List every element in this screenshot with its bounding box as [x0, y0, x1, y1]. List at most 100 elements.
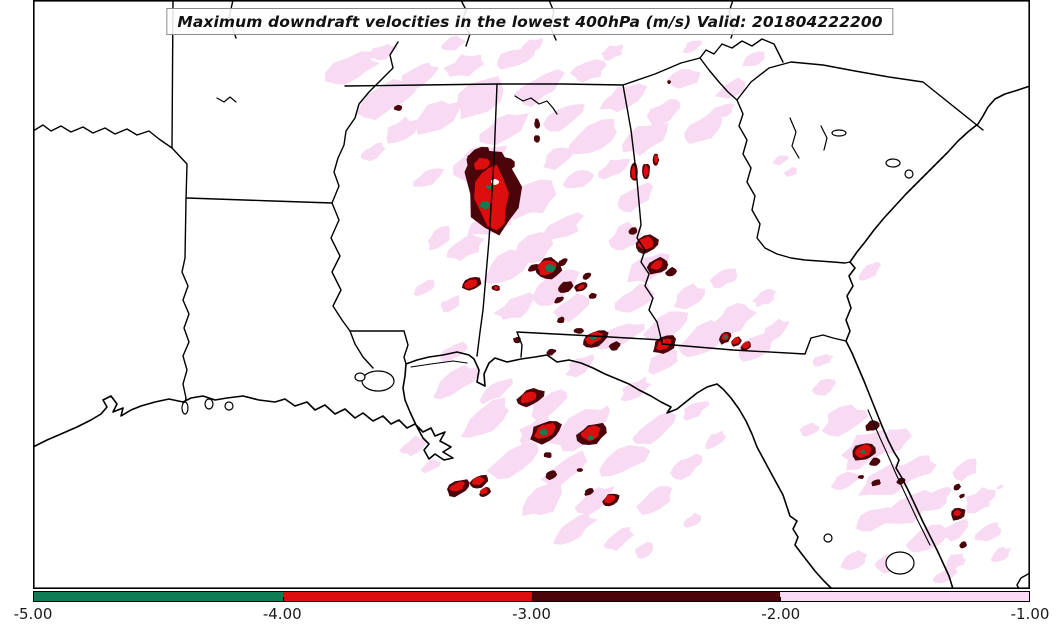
shade-minus1-to-minus2: [713, 302, 757, 335]
map-plot-area: Maximum downdraft velocities in the lowe…: [33, 0, 1030, 589]
arkansas-river-squiggle: [216, 96, 237, 103]
colorbar-tick-label: -2.00: [761, 605, 801, 623]
shade-minus1-to-minus2: [567, 118, 617, 155]
shade-minus1-to-minus2: [398, 435, 428, 457]
shade-minus2-to-minus3: [534, 135, 540, 143]
shade-minus1-to-minus2: [440, 295, 460, 313]
shade-minus1-to-minus2: [881, 489, 933, 524]
georgia-florida-border: [661, 334, 847, 355]
shade-minus1-to-minus2: [543, 104, 585, 132]
shade-minus1-to-minus2: [632, 412, 677, 445]
shade-minus3-to-minus4: [742, 341, 751, 349]
downdraft-contour-layer: [325, 35, 1012, 584]
shade-minus1-to-minus2: [548, 409, 608, 452]
shade-minus1-to-minus2: [486, 441, 539, 480]
shade-minus1-to-minus2: [553, 293, 590, 323]
shade-minus1-to-minus2: [898, 455, 937, 486]
shade-minus1-to-minus2: [670, 453, 703, 480]
shade-minus3-to-minus4: [473, 157, 490, 170]
shade-minus2-to-minus3: [584, 488, 594, 496]
shade-minus1-to-minus2: [682, 40, 702, 54]
shade-minus1-to-minus2: [709, 103, 735, 117]
shade-minus1-to-minus2: [952, 458, 977, 482]
shade-minus1-to-minus2: [446, 233, 485, 261]
shade-minus1-to-minus2: [599, 445, 651, 477]
shade-minus1-to-minus2: [799, 422, 820, 437]
shade-minus2-to-minus3: [545, 470, 558, 481]
shade-minus1-to-minus2: [533, 269, 580, 306]
shade-minus1-to-minus2: [542, 212, 584, 241]
shade-minus1-to-minus2: [386, 116, 420, 144]
colorbar-divider: [531, 597, 533, 601]
mississippi-alabama-border: [476, 83, 498, 357]
shade-minus3-to-minus4: [651, 260, 663, 270]
tennessee-border: [344, 57, 701, 87]
alabama-florida-border: [516, 331, 663, 341]
shade-minus1-to-minus2: [427, 225, 450, 251]
lower-mississippi-river: [349, 330, 374, 369]
shade-minus1-to-minus2: [397, 62, 440, 92]
shade-minus1-to-minus2: [497, 46, 536, 70]
shade-minus1-to-minus2: [521, 37, 543, 54]
shade-minus1-to-minus2: [479, 378, 514, 405]
shade-minus2-to-minus3: [665, 266, 677, 277]
map-svg: [33, 0, 1030, 589]
shade-minus1-to-minus2: [603, 526, 635, 551]
shade-minus4-to-minus5: [588, 435, 594, 440]
colorbar-tick-labels: -5.00 -4.00 -3.00 -2.00 -1.00: [14, 605, 1050, 627]
shade-minus1-to-minus2: [543, 147, 574, 171]
shade-minus1-to-minus2: [562, 170, 595, 189]
shade-minus1-to-minus2: [812, 378, 836, 396]
shade-minus1-to-minus2: [636, 486, 673, 515]
shade-minus3-to-minus4: [580, 425, 601, 442]
northcarolina-southcarolina-border: [736, 61, 984, 131]
texas-louisiana-border: [171, 147, 190, 405]
shade-minus1-to-minus2: [821, 404, 869, 437]
shade-minus1-to-minus2: [830, 471, 861, 490]
shade-minus1-to-minus2: [714, 77, 746, 99]
shade-minus1-to-minus2: [965, 487, 996, 514]
tennessee-northcarolina-border: [699, 38, 784, 63]
shade-minus1-to-minus2: [783, 166, 798, 177]
shade-minus3-to-minus4: [654, 154, 658, 164]
shade-minus1-to-minus2: [457, 76, 504, 120]
shade-minus1-to-minus2: [608, 221, 641, 251]
shade-minus1-to-minus2: [857, 463, 914, 496]
shade-minus2-to-minus3: [958, 493, 965, 499]
shade-minus1-to-minus2: [858, 261, 882, 281]
shade-minus1-to-minus2: [479, 113, 529, 146]
sabine-lake: [181, 401, 189, 415]
shade-minus2-to-minus3: [857, 475, 865, 479]
coastal-lake: [224, 401, 234, 411]
lake-moultrie-2: [904, 169, 914, 179]
shade-minus1-to-minus2: [440, 341, 468, 362]
shade-minus1-to-minus2: [812, 353, 834, 367]
shade-minus1-to-minus2: [433, 364, 481, 400]
shade-minus1-to-minus2: [642, 311, 689, 341]
pearl-river: [403, 330, 409, 365]
shade-minus1-to-minus2: [598, 158, 631, 180]
shade-minus4-to-minus5: [860, 449, 866, 454]
shade-minus3-to-minus4: [953, 509, 961, 516]
colorbar-segment-1: [282, 592, 532, 601]
shade-minus4-to-minus5: [589, 336, 597, 341]
shade-minus2-to-minus3: [558, 258, 568, 266]
shade-minus1-to-minus2: [684, 112, 722, 144]
calcasieu-lake: [204, 398, 214, 410]
shade-minus2-to-minus3: [554, 296, 564, 304]
shade-minus3-to-minus4: [603, 495, 616, 504]
perdido-river: [516, 331, 523, 358]
shade-minus2-to-minus3: [871, 479, 881, 487]
shade-minus1-to-minus2: [635, 542, 653, 559]
shade-minus3-to-minus4: [449, 481, 466, 492]
mississippi-sound-barrier: [410, 360, 468, 368]
shade-minus1-to-minus2: [531, 389, 568, 420]
shade-minus1-to-minus2: [996, 484, 1004, 490]
carolina-river: [789, 117, 800, 159]
lake-moultrie: [885, 158, 901, 168]
lake-okeechobee: [885, 551, 915, 575]
shade-minus1-to-minus2: [705, 430, 727, 450]
shade-minus1-to-minus2: [540, 450, 588, 489]
shade-minus1-to-minus2: [569, 59, 607, 83]
